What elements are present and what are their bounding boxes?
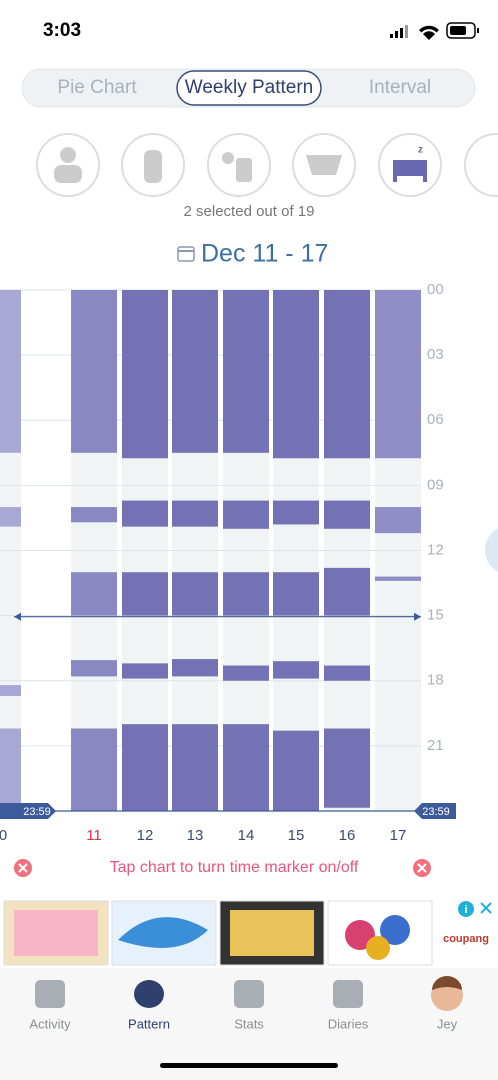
day-label: 15 — [288, 827, 305, 844]
hour-label: 18 — [427, 672, 444, 689]
sleep-block — [172, 290, 218, 453]
sleep-block — [71, 572, 117, 616]
date-range[interactable]: Dec 11 - 17 — [201, 240, 328, 268]
nav-label[interactable]: Stats — [234, 1016, 264, 1031]
tab[interactable]: Pie Chart — [57, 77, 137, 98]
sleep-block — [324, 665, 370, 681]
sleep-block — [324, 728, 370, 808]
day-label: 17 — [390, 827, 407, 844]
hour-label: 12 — [427, 541, 444, 558]
category-icons: z — [36, 133, 498, 197]
sleep-block — [172, 659, 218, 677]
selected-count: 2 selected out of 19 — [184, 203, 315, 220]
sleep-block — [273, 500, 319, 525]
tab-selected — [176, 70, 322, 106]
svg-text:z: z — [418, 145, 423, 156]
hour-label: 00 — [427, 281, 444, 298]
ad-images[interactable]: i — [3, 900, 492, 966]
day-label: 16 — [339, 827, 356, 844]
sleep-block — [375, 576, 421, 581]
sleep-block — [223, 572, 269, 616]
nav-icon[interactable] — [234, 980, 264, 1008]
ad-brand: coupang — [443, 933, 489, 945]
nav-icon[interactable] — [333, 980, 363, 1008]
sleep-block — [223, 290, 269, 453]
sleep-block — [71, 660, 117, 677]
sleep-block — [273, 290, 319, 459]
day-label: 12 — [137, 827, 154, 844]
end-tag-right — [414, 803, 456, 819]
sleep-block — [122, 290, 168, 459]
sleep-block — [71, 507, 117, 523]
sleep-block — [324, 290, 370, 459]
tab[interactable]: Interval — [369, 77, 431, 98]
nav-label[interactable]: Pattern — [128, 1016, 170, 1031]
sleep-block — [375, 290, 421, 459]
sleep-block — [375, 507, 421, 534]
close-right-x — [417, 863, 427, 873]
sleep-block — [0, 507, 21, 527]
day-label: 14 — [238, 827, 255, 844]
hour-label: 09 — [427, 476, 444, 493]
sleep-block — [122, 663, 168, 679]
status-icons — [390, 22, 479, 40]
day-label: 13 — [187, 827, 204, 844]
tab[interactable]: Weekly Pattern — [185, 77, 313, 98]
sleep-block — [172, 724, 218, 811]
hour-label: 06 — [427, 411, 444, 428]
sleep-block — [273, 661, 319, 679]
sleep-block — [71, 290, 117, 453]
hour-label: 03 — [427, 346, 444, 363]
home-indicator — [160, 1063, 338, 1068]
close-left-x — [18, 863, 28, 873]
nav-label[interactable]: Diaries — [328, 1016, 369, 1031]
sleep-block — [122, 724, 168, 811]
sleep-block — [0, 685, 21, 696]
sleep-block — [273, 572, 319, 616]
sleep-block — [122, 500, 168, 527]
sleep-block — [223, 665, 269, 681]
prev-day-label: 0 — [0, 827, 7, 844]
sleep-block — [71, 728, 117, 811]
nav-icon[interactable] — [134, 980, 164, 1008]
nav-label[interactable]: Activity — [29, 1016, 71, 1031]
hint: Tap chart to turn time marker on/off — [110, 859, 359, 876]
status-time: 3:03 — [43, 20, 81, 41]
sleep-block — [223, 724, 269, 811]
hour-label: 21 — [427, 737, 444, 754]
day-label: 11 — [86, 827, 102, 844]
end-tag-left — [0, 803, 56, 819]
sleep-block — [324, 500, 370, 529]
nav-label[interactable]: Jey — [437, 1016, 458, 1031]
nav-icon[interactable] — [35, 980, 65, 1008]
svg-text:i: i — [464, 904, 467, 916]
sleep-block — [0, 728, 21, 805]
sleep-block — [122, 572, 168, 616]
end-label-left: 23:59 — [23, 806, 51, 818]
sleep-block — [324, 567, 370, 616]
sleep-block — [273, 730, 319, 811]
hour-label: 15 — [427, 607, 444, 624]
avatar-hair — [432, 976, 462, 990]
calendar-icon — [177, 246, 195, 262]
sleep-block — [0, 290, 21, 453]
sleep-block — [223, 500, 269, 529]
end-label: 23:59 — [422, 806, 450, 818]
sleep-block — [172, 572, 218, 616]
scroll-handle — [485, 528, 498, 572]
sleep-block — [172, 500, 218, 527]
